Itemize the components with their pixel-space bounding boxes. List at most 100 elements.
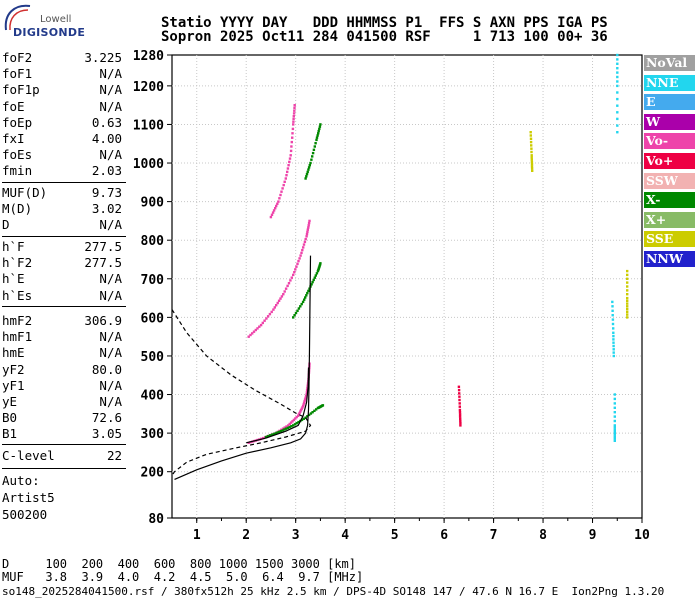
echo-point	[315, 408, 318, 411]
echo-point	[300, 251, 303, 255]
echo-point	[305, 393, 308, 396]
echo-point	[611, 314, 614, 317]
echo-point	[626, 277, 629, 280]
echo-point	[626, 289, 629, 292]
echo-point	[294, 268, 297, 271]
param-value: N/A	[99, 329, 122, 345]
echo-point	[284, 427, 288, 430]
echo-point	[289, 154, 292, 157]
echo-point	[283, 428, 286, 431]
autoscaling-info: Auto: Artist5 500200	[2, 472, 55, 523]
param-name: fxI	[2, 130, 25, 146]
echo-point	[252, 330, 256, 333]
param-name: B1	[2, 426, 18, 442]
echo-point	[274, 207, 277, 210]
echo-point	[280, 295, 284, 298]
echo-point	[282, 293, 285, 296]
echo-point	[613, 397, 616, 401]
param-value: 3.05	[91, 426, 122, 442]
echo-point	[277, 200, 280, 203]
echo-point	[292, 424, 295, 427]
muf-table-frequency-row: MUF 3.8 3.9 4.0 4.2 4.5 5.0 6.4 9.7 [MHz…	[2, 570, 364, 584]
echo-point	[291, 127, 295, 131]
echo-point	[530, 162, 534, 166]
echo-point	[308, 164, 311, 167]
echo-point	[306, 228, 309, 231]
echo-point	[288, 425, 291, 429]
echo-point	[458, 411, 462, 414]
echo-point	[284, 177, 287, 180]
param-value: 2.03	[91, 163, 122, 179]
echo-point	[303, 398, 307, 401]
echo-point	[285, 174, 288, 177]
echo-point	[529, 134, 532, 137]
echo-point	[313, 276, 316, 279]
param-name: MUF(D)	[2, 185, 48, 200]
echo-point	[612, 354, 615, 358]
param-name: D	[2, 217, 10, 233]
echo-point	[626, 285, 629, 288]
echo-point	[612, 344, 615, 348]
param-row: foE N/A	[2, 99, 122, 115]
y-tick-label: 800	[141, 234, 165, 249]
echo-point	[626, 281, 629, 284]
echo-point	[616, 80, 619, 83]
param-value: 306.9	[84, 313, 122, 328]
echo-point	[292, 112, 296, 115]
echo-point	[311, 151, 315, 155]
echo-point	[256, 327, 259, 330]
echo-point	[289, 149, 293, 153]
param-name: yE	[2, 393, 18, 409]
echo-point	[290, 140, 293, 144]
echo-point	[265, 317, 268, 320]
echo-point	[314, 274, 317, 277]
echo-point	[302, 403, 305, 406]
echo-point	[311, 155, 314, 158]
echo-point	[626, 307, 629, 311]
x-tick-label: 9	[589, 528, 597, 543]
echo-point	[295, 265, 298, 268]
x-tick-label: 5	[391, 528, 399, 543]
echo-point	[288, 422, 291, 426]
echo-point	[271, 433, 274, 436]
echo-point	[280, 190, 283, 193]
param-name: yF2	[2, 361, 25, 377]
divider	[2, 306, 126, 307]
param-value: 0.63	[91, 114, 122, 130]
param-row: yE N/A	[2, 394, 122, 410]
param-row: foF1 N/A	[2, 66, 122, 82]
echo-point	[307, 226, 310, 229]
echo-point	[301, 406, 304, 409]
echo-point	[530, 158, 533, 161]
param-value: N/A	[99, 217, 122, 233]
y-tick-label: 300	[141, 427, 165, 442]
param-row: yF1 N/A	[2, 378, 122, 394]
legend-item-w: W	[644, 113, 695, 130]
echo-point	[317, 132, 320, 135]
echo-point	[286, 426, 290, 430]
echo-point	[307, 168, 310, 171]
echo-point	[283, 180, 286, 183]
digisonde-logo-icon	[4, 4, 31, 31]
echo-point	[304, 237, 307, 241]
echo-point	[296, 309, 299, 312]
echo-point	[275, 204, 278, 208]
echo-point	[273, 432, 276, 435]
echo-point	[626, 310, 629, 314]
echo-point	[458, 402, 461, 405]
param-row: foF2 3.225	[2, 50, 122, 66]
echo-point	[290, 425, 293, 428]
echo-point	[289, 279, 292, 282]
echo-point	[305, 294, 308, 297]
param-name: foF1p	[2, 82, 40, 98]
param-row: foF1p N/A	[2, 82, 122, 98]
param-value: 80.0	[91, 361, 122, 377]
echo-point	[612, 334, 615, 338]
echo-point	[282, 183, 285, 187]
echo-point	[616, 53, 619, 57]
echo-point	[307, 289, 310, 293]
echo-point	[286, 167, 290, 170]
echo-point	[280, 428, 283, 431]
echo-point	[264, 435, 268, 439]
echo-point	[529, 131, 532, 134]
